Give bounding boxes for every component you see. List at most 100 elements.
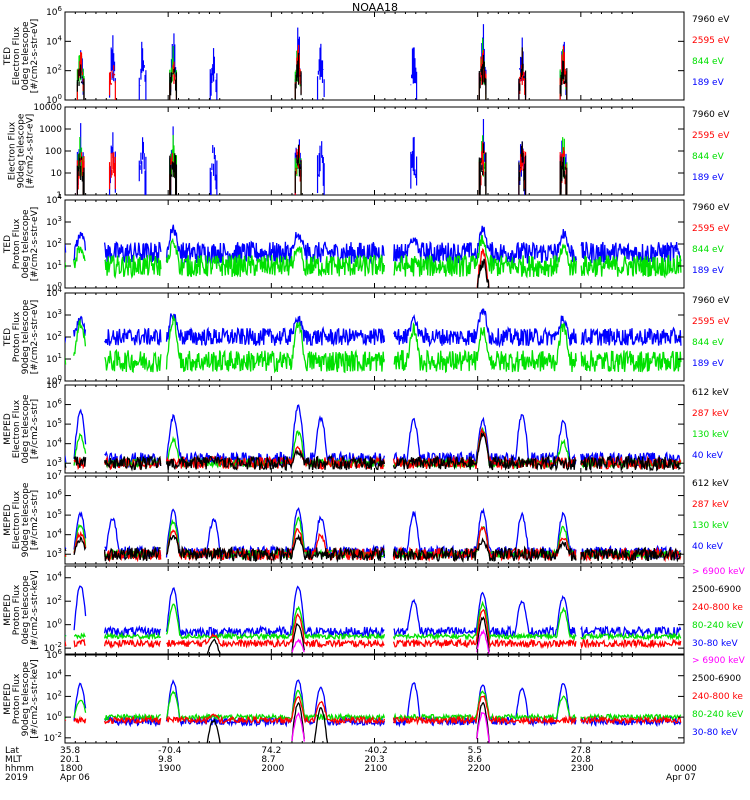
y-axis-label: Electron Flux 90deg telescope [#/cm2-s-str… [8, 113, 36, 188]
time-axis-hhmm: 0000 [674, 764, 697, 774]
y-axis-label-line: TED [3, 235, 13, 254]
y-tick-label: 107 [46, 378, 62, 391]
y-tick-label: 102 [46, 594, 62, 607]
y-axis-label-line: TED [3, 47, 13, 66]
y-tick-label: 101 [46, 259, 62, 272]
legend-entry: 2595 eV [692, 131, 730, 141]
time-axis-mlt: 20.3 [365, 755, 385, 765]
legend-entry: 189 eV [692, 78, 725, 88]
y-tick-label: 10 [51, 169, 63, 179]
time-axis-hhmm: 2200 [468, 764, 491, 774]
legend-entry: 80-240 keV [692, 621, 744, 631]
panel-plot-area [76, 24, 568, 100]
time-axis-mlt: 8.7 [261, 755, 275, 765]
y-axis-label-line: Electron Flux [12, 490, 22, 549]
y-tick-label: 10000 [33, 103, 62, 113]
y-axis-label: MEPED Proton Flux 0deg telescope [#/cm2-s-s… [3, 570, 40, 649]
y-tick-label: 103 [46, 308, 62, 321]
legend-entry: 189 eV [692, 266, 725, 276]
flux-series-black [65, 432, 681, 473]
y-axis-label-line: 0deg telescope [21, 575, 31, 645]
legend-entry: 844 eV [692, 57, 725, 67]
y-axis-label-line: MEPED [3, 413, 13, 445]
y-tick-label: 104 [46, 193, 62, 206]
y-tick-label: 1 [56, 191, 62, 201]
time-axis-lat: 5.5 [468, 746, 482, 756]
y-axis-label-line: MEPED [3, 594, 13, 626]
legend-entry: 130 keV [692, 430, 729, 440]
y-axis-label-line: MEPED [3, 683, 13, 715]
y-axis-label-line: [#/cm2-s-str-eV] [26, 114, 36, 189]
flux-series-black [65, 533, 682, 564]
y-axis-label-line: [#/cm2-s-str-keV] [30, 659, 40, 738]
legend-entry: 7960 eV [692, 203, 730, 213]
y-tick-label: 106 [46, 489, 62, 502]
flux-series-green [65, 234, 682, 280]
y-tick-label: 100 [45, 147, 62, 157]
y-axis-label-line: Proton Flux [12, 584, 22, 635]
legend-entry: 240-800 ke [692, 692, 743, 702]
panel-plot-area [65, 224, 682, 288]
legend-entry: 2595 eV [692, 224, 730, 234]
flux-series-green [65, 689, 682, 723]
y-tick-label: 106 [46, 5, 62, 18]
legend-entry: 30-80 keV [692, 728, 738, 738]
y-tick-label: 100 [46, 618, 62, 631]
flux-series-red [65, 694, 682, 726]
y-axis-label-line: [#/cm2-s-str-eV] [30, 207, 40, 282]
y-tick-label: 103 [46, 215, 62, 228]
legend-entry: > 6900 keV [692, 567, 746, 577]
y-tick-label: 105 [46, 508, 62, 521]
legend-entry: 7960 eV [692, 296, 730, 306]
time-axis-lat: -70.4 [158, 746, 182, 756]
flux-series-red [476, 247, 490, 288]
y-axis-label-line: 0deg telescope [21, 21, 31, 91]
panel-frame [64, 654, 685, 744]
time-axis-lat: -40.2 [365, 746, 388, 756]
y-tick-label: 106 [46, 648, 62, 661]
y-axis-label: MEPED Electron Flux 0deg telescope [#/cm2-s… [3, 394, 40, 464]
time-axis-mlt: 9.8 [158, 755, 173, 765]
legend-entry: 287 keV [692, 409, 729, 419]
flux-series-red [65, 608, 682, 650]
flux-series-magenta [291, 711, 490, 743]
y-tick-label: 104 [46, 528, 62, 541]
page-title: NOAA18 [351, 1, 399, 14]
legend-entry: 2595 eV [692, 317, 730, 327]
panel-plot-area [65, 308, 682, 374]
y-tick-label: 104 [46, 571, 62, 584]
flux-series-black [206, 701, 490, 743]
legend-entry: 240-800 ke [692, 603, 743, 613]
panel-plot-area [65, 679, 682, 743]
flux-series-black [476, 258, 490, 288]
y-tick-label: 106 [46, 398, 62, 411]
time-axis-row-label: Lat [5, 746, 20, 756]
y-tick-label: 103 [46, 547, 62, 560]
y-tick-label: 104 [46, 34, 62, 47]
y-axis-label-line: MEPED [3, 504, 13, 536]
y-axis-label-line: Proton Flux [12, 218, 22, 269]
y-axis-label-line: [#/cm2-s-str-keV] [30, 570, 40, 649]
y-axis-label-line: [#/cm2-s-str] [30, 399, 40, 459]
legend-entry: 7960 eV [692, 110, 730, 120]
time-axis-hhmm: 2300 [571, 764, 594, 774]
y-tick-label: 104 [46, 286, 62, 299]
legend-entry: 7960 eV [692, 15, 730, 25]
legend-entry: 130 keV [692, 521, 729, 531]
y-axis-label-line: Electron Flux [12, 26, 22, 85]
panel-3: 100 101 102 103 104 TED Proton Flux 0deg telesc… [3, 193, 730, 294]
y-axis-label-line: 0deg telescope [21, 209, 31, 279]
legend-entry: 2500-6900 [692, 585, 741, 595]
y-axis-label-line: [#/cm2-s-str-eV] [30, 19, 40, 94]
y-tick-label: 100 [46, 281, 62, 294]
y-axis-label-line: 90deg telescope [21, 661, 31, 736]
time-axis-lat: 35.8 [60, 746, 80, 756]
time-axis-hhmm: 2000 [261, 764, 284, 774]
time-axis-hhmm: 2100 [365, 764, 388, 774]
panel-8: 10-2 100 102 104 106 MEPED Proton Flux 90deg te… [3, 648, 746, 744]
y-axis-label-line: TED [3, 328, 13, 347]
legend-entry: 30-80 keV [692, 639, 738, 649]
time-axis-lat: 27.8 [571, 746, 591, 756]
